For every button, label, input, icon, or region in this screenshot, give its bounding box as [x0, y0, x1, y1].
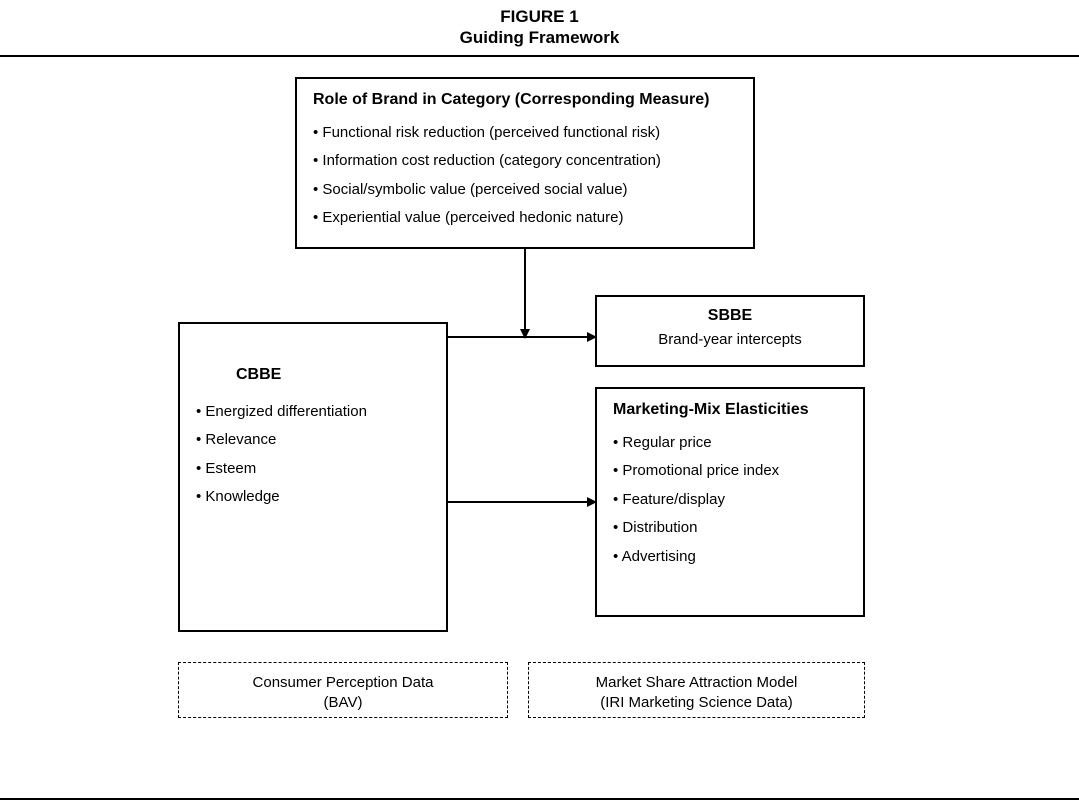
list-item: Feature/display — [613, 486, 847, 515]
bav-line1: Consumer Perception Data — [187, 673, 499, 693]
box-iri-data: Market Share Attraction Model (IRI Marke… — [528, 662, 865, 718]
box-sbbe-subtitle: Brand-year intercepts — [609, 331, 851, 348]
box-marketing-mix: Marketing-Mix Elasticities Regular price… — [595, 387, 865, 617]
list-item: Regular price — [613, 429, 847, 458]
list-item: Social/symbolic value (perceived social … — [313, 176, 737, 205]
box-cbbe: CBBE Energized differentiationRelevanceE… — [178, 322, 448, 632]
iri-line1: Market Share Attraction Model — [537, 673, 856, 693]
page: FIGURE 1 Guiding Framework Role of Brand… — [0, 0, 1079, 804]
bav-line2: (BAV) — [187, 693, 499, 713]
box-sbbe: SBBE Brand-year intercepts — [595, 295, 865, 367]
box-role-of-brand: Role of Brand in Category (Corresponding… — [295, 77, 755, 249]
list-item: Advertising — [613, 543, 847, 572]
list-item: Distribution — [613, 514, 847, 543]
list-item: Energized differentiation — [196, 398, 430, 427]
box-mix-title: Marketing-Mix Elasticities — [613, 401, 847, 419]
list-item: Functional risk reduction (perceived fun… — [313, 119, 737, 148]
box-cbbe-title: CBBE — [236, 366, 430, 384]
list-item: Esteem — [196, 455, 430, 484]
diagram-canvas: Role of Brand in Category (Corresponding… — [0, 57, 1079, 787]
box-role-items: Functional risk reduction (perceived fun… — [313, 119, 737, 233]
figure-title: Guiding Framework — [0, 27, 1079, 48]
list-item: Relevance — [196, 426, 430, 455]
figure-number: FIGURE 1 — [0, 6, 1079, 27]
box-sbbe-title: SBBE — [609, 307, 851, 325]
box-bav-data: Consumer Perception Data (BAV) — [178, 662, 508, 718]
box-role-title: Role of Brand in Category (Corresponding… — [313, 91, 737, 109]
list-item: Experiential value (perceived hedonic na… — [313, 204, 737, 233]
rule-bottom — [0, 798, 1079, 800]
iri-line2: (IRI Marketing Science Data) — [537, 693, 856, 713]
figure-header: FIGURE 1 Guiding Framework — [0, 0, 1079, 49]
list-item: Promotional price index — [613, 457, 847, 486]
box-cbbe-items: Energized differentiationRelevanceEsteem… — [196, 398, 430, 512]
list-item: Information cost reduction (category con… — [313, 147, 737, 176]
list-item: Knowledge — [196, 483, 430, 512]
box-mix-items: Regular pricePromotional price indexFeat… — [613, 429, 847, 572]
